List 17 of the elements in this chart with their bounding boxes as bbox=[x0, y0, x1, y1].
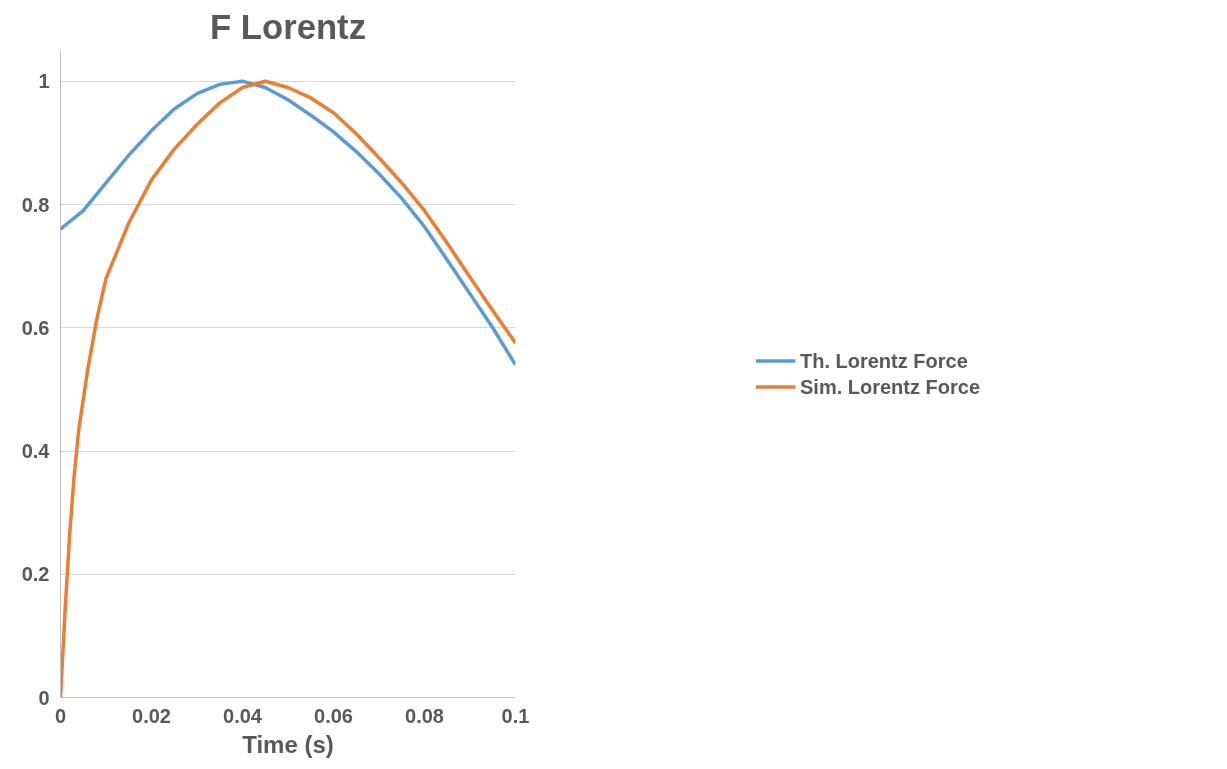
x-tick-label: 0.02 bbox=[132, 704, 171, 727]
line-series bbox=[60, 79, 516, 367]
x-tick-label: 0.1 bbox=[501, 704, 530, 727]
y-tick-label: 0.2 bbox=[21, 563, 50, 586]
x-tick-label: 0.08 bbox=[405, 704, 444, 727]
x-tick-label: 0.04 bbox=[223, 704, 263, 727]
chart-title: F Lorentz bbox=[210, 7, 366, 46]
x-tick-label: 0.06 bbox=[314, 704, 353, 727]
y-tick-label: 0 bbox=[38, 686, 50, 709]
x-tick-label: 0 bbox=[54, 704, 67, 727]
x-axis-title: Time (s) bbox=[242, 730, 334, 758]
y-tick-label: 0.8 bbox=[21, 193, 50, 216]
y-tick-label: 1 bbox=[38, 70, 50, 93]
legend-label: Th. Lorentz Force bbox=[799, 349, 968, 372]
y-tick-label: 0.4 bbox=[21, 440, 51, 463]
legend-label: Sim. Lorentz Force bbox=[799, 375, 981, 398]
y-tick-label: 0.6 bbox=[21, 316, 50, 339]
